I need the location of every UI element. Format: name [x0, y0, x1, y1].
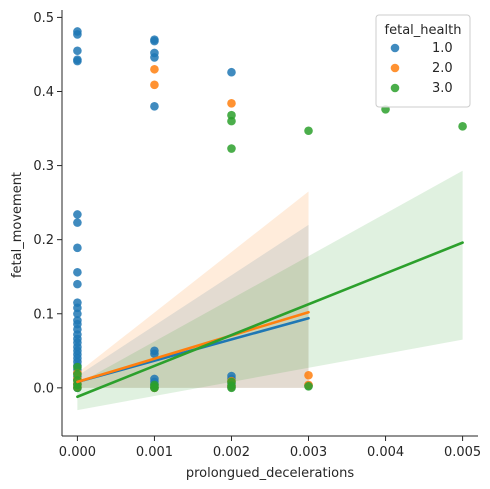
x-tick-label: 0.003: [290, 445, 327, 460]
legend-title: fetal_health: [385, 23, 462, 38]
data-point-1.0: [150, 102, 159, 111]
data-point-3.0: [304, 382, 313, 391]
x-tick-label: 0.004: [367, 445, 404, 460]
x-tick-label: 0.000: [59, 445, 96, 460]
y-tick-label: 0.1: [33, 307, 54, 322]
legend-marker-2.0: [391, 64, 400, 73]
data-point-3.0: [227, 144, 236, 153]
data-point-2.0: [150, 65, 159, 74]
data-point-1.0: [73, 280, 82, 289]
data-point-1.0: [150, 53, 159, 62]
x-tick-label: 0.001: [136, 445, 173, 460]
y-axis-label: fetal_movement: [10, 172, 25, 278]
data-point-1.0: [73, 46, 82, 55]
y-tick-label: 0.4: [33, 85, 54, 100]
data-point-3.0: [150, 384, 159, 393]
data-point-2.0: [150, 81, 159, 90]
legend: fetal_health 1.0 2.0 3.0: [376, 15, 470, 107]
x-ticks: 0.000 0.001 0.002 0.003 0.004 0.005: [59, 436, 481, 460]
data-point-2.0: [227, 99, 236, 108]
legend-label-3.0: 3.0: [432, 81, 453, 96]
data-point-1.0: [150, 37, 159, 46]
data-point-1.0: [73, 268, 82, 277]
data-point-3.0: [304, 126, 313, 135]
data-point-1.0: [227, 68, 236, 77]
legend-marker-3.0: [391, 84, 400, 93]
data-point-1.0: [73, 210, 82, 219]
data-point-1.0: [73, 30, 82, 39]
legend-marker-1.0: [391, 44, 400, 53]
y-ticks: 0.0 0.1 0.2 0.3 0.4 0.5: [33, 11, 62, 396]
data-point-1.0: [73, 244, 82, 253]
data-point-2.0: [304, 371, 313, 380]
x-tick-label: 0.005: [444, 445, 481, 460]
data-point-3.0: [227, 384, 236, 393]
x-axis-label: prolongued_decelerations: [186, 466, 355, 481]
data-point-1.0: [73, 218, 82, 227]
data-point-3.0: [458, 122, 467, 131]
data-point-1.0: [73, 57, 82, 66]
x-tick-label: 0.002: [213, 445, 250, 460]
y-tick-label: 0.0: [33, 381, 54, 396]
data-point-3.0: [73, 384, 82, 393]
legend-label-2.0: 2.0: [432, 61, 453, 76]
data-point-3.0: [73, 363, 82, 372]
legend-label-1.0: 1.0: [432, 41, 453, 56]
data-point-3.0: [227, 117, 236, 126]
y-tick-label: 0.3: [33, 159, 54, 174]
y-tick-label: 0.2: [33, 233, 54, 248]
y-tick-label: 0.5: [33, 11, 54, 26]
